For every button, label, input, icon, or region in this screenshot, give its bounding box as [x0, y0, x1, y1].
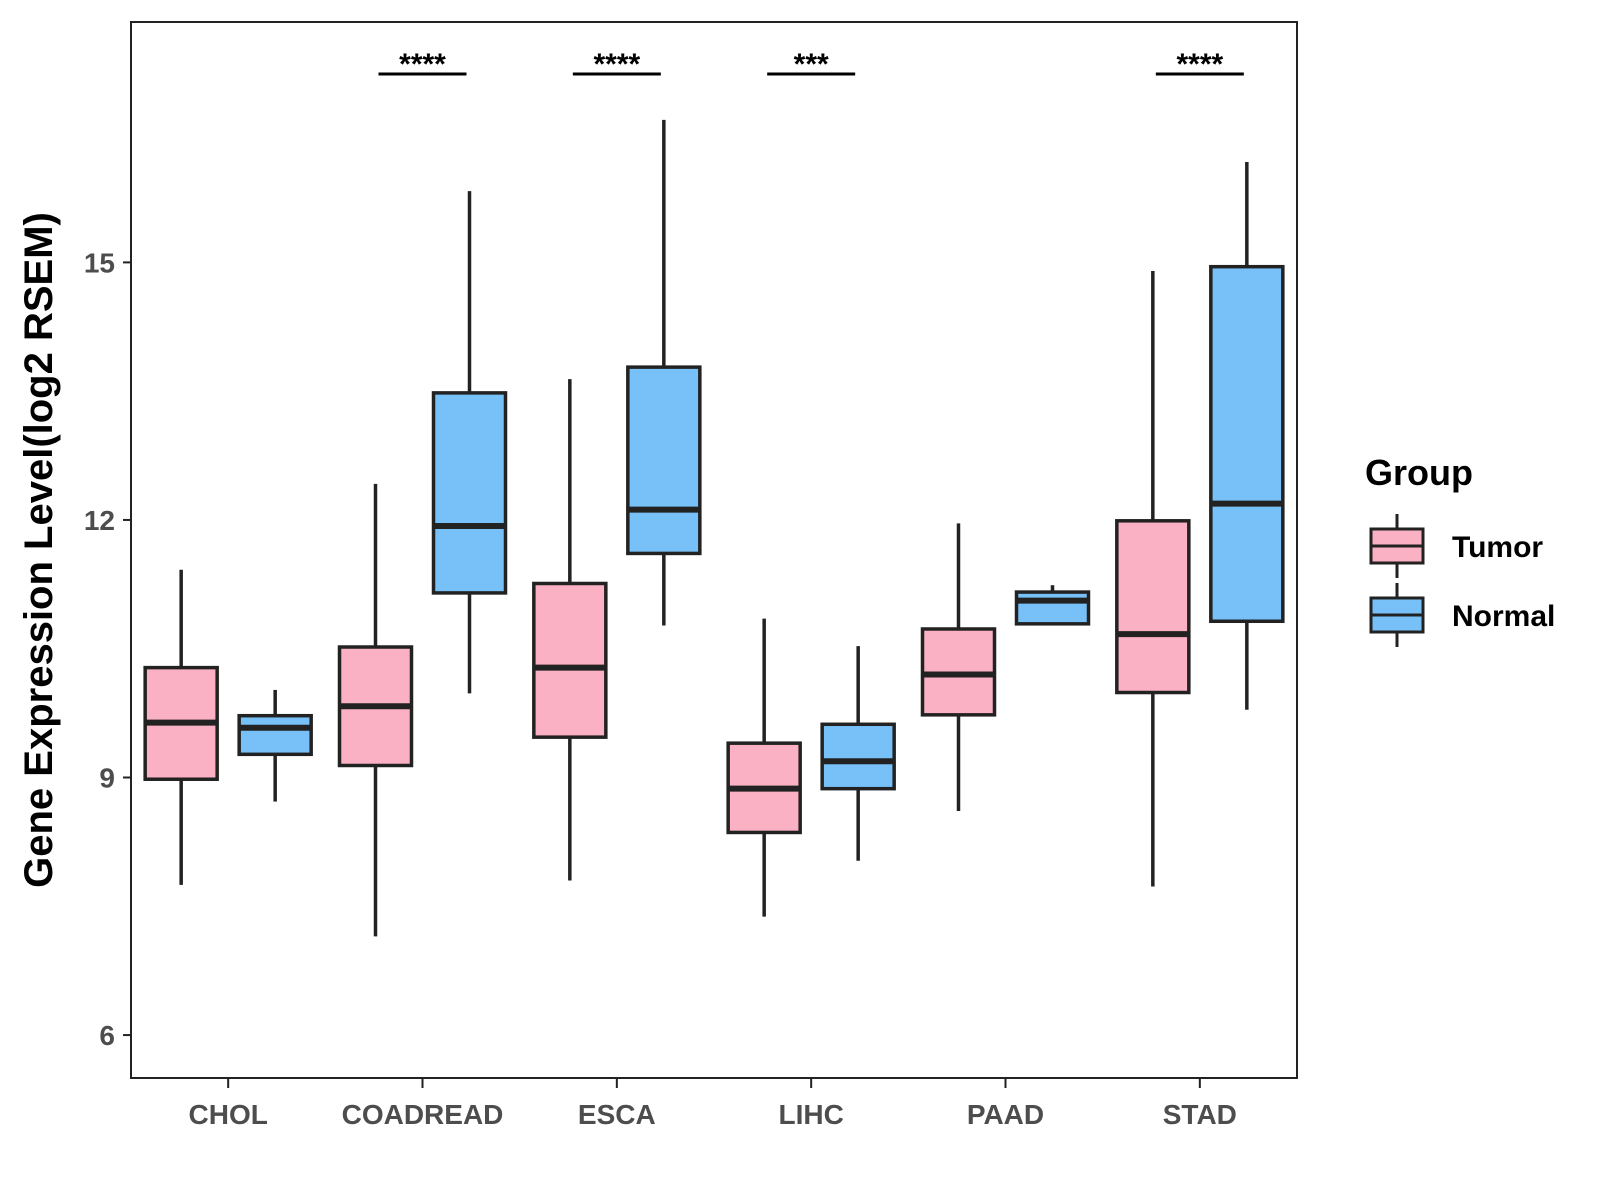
- box-tumor-chol: [143, 569, 219, 885]
- box-body: [626, 365, 702, 556]
- legend: Group Tumor Normal: [1365, 452, 1555, 647]
- significance-label: ****: [399, 48, 446, 81]
- box-tumor-esca: [532, 379, 608, 881]
- plot-panel: [130, 21, 1298, 1079]
- y-tick-label: 9: [99, 763, 115, 794]
- x-tick-label: PAAD: [967, 1099, 1044, 1130]
- significance-stad: ****: [1155, 48, 1244, 81]
- y-axis-title: Gene Expression Level(log2 RSEM): [17, 212, 61, 888]
- box-body: [1209, 264, 1285, 624]
- x-tick-label: LIHC: [779, 1099, 844, 1130]
- box-body: [532, 581, 608, 739]
- box-body: [1014, 590, 1091, 626]
- box-tumor-coadread: [337, 483, 414, 937]
- box-tumor-paad: [920, 523, 997, 811]
- legend-item-normal: Normal: [1369, 583, 1555, 647]
- box-tumor-lihc: [726, 618, 802, 917]
- y-axis: 6 9 12 15: [84, 247, 131, 1051]
- significance-coadread: ****: [378, 48, 467, 81]
- significance-lihc: ***: [767, 48, 856, 81]
- box-normal-chol: [237, 689, 313, 802]
- x-tick-label: ESCA: [578, 1099, 656, 1130]
- y-tick-label: 6: [99, 1020, 115, 1051]
- box-series: [143, 119, 1285, 937]
- x-tick-label: CHOL: [189, 1099, 268, 1130]
- box-normal-paad: [1014, 585, 1091, 626]
- box-tumor-stad: [1115, 270, 1191, 887]
- box-body: [820, 722, 896, 791]
- significance-annotations: **** **** *** ****: [378, 48, 1244, 81]
- legend-label: Normal: [1452, 600, 1555, 633]
- box-normal-esca: [626, 119, 702, 626]
- box-normal-stad: [1209, 161, 1285, 710]
- box-body: [237, 713, 313, 757]
- box-body: [1115, 519, 1191, 695]
- x-axis: CHOL COADREAD ESCA LIHC PAAD STAD: [189, 1078, 1237, 1130]
- y-tick-label: 15: [84, 247, 115, 278]
- box-normal-coadread: [431, 191, 508, 694]
- box-normal-lihc: [820, 646, 896, 861]
- significance-label: ****: [1176, 48, 1223, 81]
- legend-item-tumor: Tumor: [1369, 514, 1543, 578]
- box-body: [431, 391, 508, 595]
- significance-label: ****: [593, 48, 640, 81]
- significance-esca: ****: [572, 48, 661, 81]
- legend-title: Group: [1365, 452, 1473, 493]
- x-tick-label: COADREAD: [342, 1099, 504, 1130]
- legend-label: Tumor: [1452, 531, 1543, 564]
- y-tick-label: 12: [84, 505, 115, 536]
- significance-label: ***: [794, 48, 829, 81]
- x-tick-label: STAD: [1163, 1099, 1237, 1130]
